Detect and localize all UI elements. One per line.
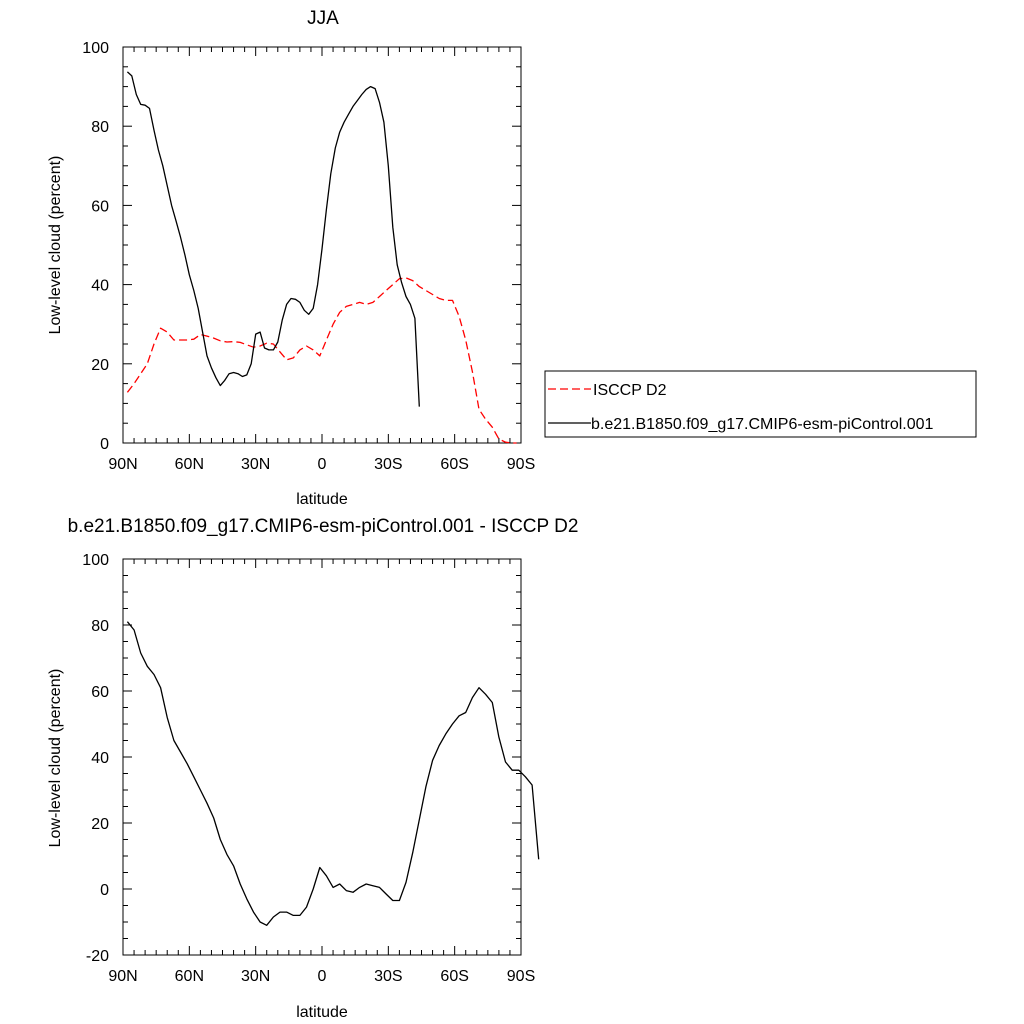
x-tick-label: 30N (241, 456, 270, 473)
series-line-1 (126, 71, 420, 407)
chart-jja: JJA 90N 60N 30N 0 30S 60S 90S 0 20 40 60 80 100 lat… (47, 8, 535, 508)
y-axis-label: Low-level cloud (percent) (47, 156, 64, 335)
y-tick-label: 60 (91, 684, 109, 701)
x-axis-label: latitude (296, 491, 348, 508)
axis-ticks (122, 558, 522, 956)
y-tick-labels: -20 0 20 40 60 80 100 (82, 552, 109, 965)
x-tick-label: 90S (507, 456, 535, 473)
x-tick-label: 60N (175, 456, 204, 473)
x-axis-label: latitude (296, 1004, 348, 1021)
x-tick-label: 30S (374, 456, 402, 473)
x-tick-label: 30N (241, 968, 270, 985)
legend-label-isccp-d2: ISCCP D2 (593, 382, 667, 399)
x-tick-label: 0 (318, 968, 327, 985)
series-group (126, 621, 540, 926)
x-tick-label: 30S (374, 968, 402, 985)
x-tick-label: 60S (440, 456, 468, 473)
y-axis-label: Low-level cloud (percent) (47, 669, 64, 848)
series-group (126, 71, 517, 444)
x-tick-label: 0 (318, 456, 327, 473)
legend: ISCCP D2 b.e21.B1850.f09_g17.CMIP6-esm-p… (544, 370, 977, 438)
y-tick-label: 100 (82, 40, 109, 57)
y-tick-label: 80 (91, 119, 109, 136)
x-tick-labels: 90N 60N 30N 0 30S 60S 90S (108, 456, 535, 473)
axis-ticks (122, 46, 522, 444)
chart-title: b.e21.B1850.f09_g17.CMIP6-esm-piControl.… (68, 516, 579, 537)
y-tick-label: 40 (91, 750, 109, 767)
y-tick-labels: 0 20 40 60 80 100 (82, 40, 109, 453)
x-tick-label: 90N (108, 968, 137, 985)
legend-box (544, 370, 977, 438)
chart-title: JJA (307, 8, 339, 29)
x-tick-label: 60N (175, 968, 204, 985)
y-tick-label: 100 (82, 552, 109, 569)
y-tick-label: 20 (91, 357, 109, 374)
series-line-0 (126, 277, 517, 444)
x-tick-label: 90S (507, 968, 535, 985)
legend-label-model: b.e21.B1850.f09_g17.CMIP6-esm-piControl.… (591, 416, 934, 433)
y-tick-label: 0 (100, 436, 109, 453)
x-tick-label: 90N (108, 456, 137, 473)
y-tick-label: 0 (100, 882, 109, 899)
y-tick-label: -20 (86, 948, 109, 965)
chart-difference: b.e21.B1850.f09_g17.CMIP6-esm-piControl.… (47, 516, 578, 1021)
y-tick-label: 80 (91, 618, 109, 635)
x-tick-labels: 90N 60N 30N 0 30S 60S 90S (108, 968, 535, 985)
series-line-0 (126, 621, 540, 926)
y-tick-label: 20 (91, 816, 109, 833)
y-tick-label: 60 (91, 198, 109, 215)
y-tick-label: 40 (91, 278, 109, 295)
x-tick-label: 60S (440, 968, 468, 985)
